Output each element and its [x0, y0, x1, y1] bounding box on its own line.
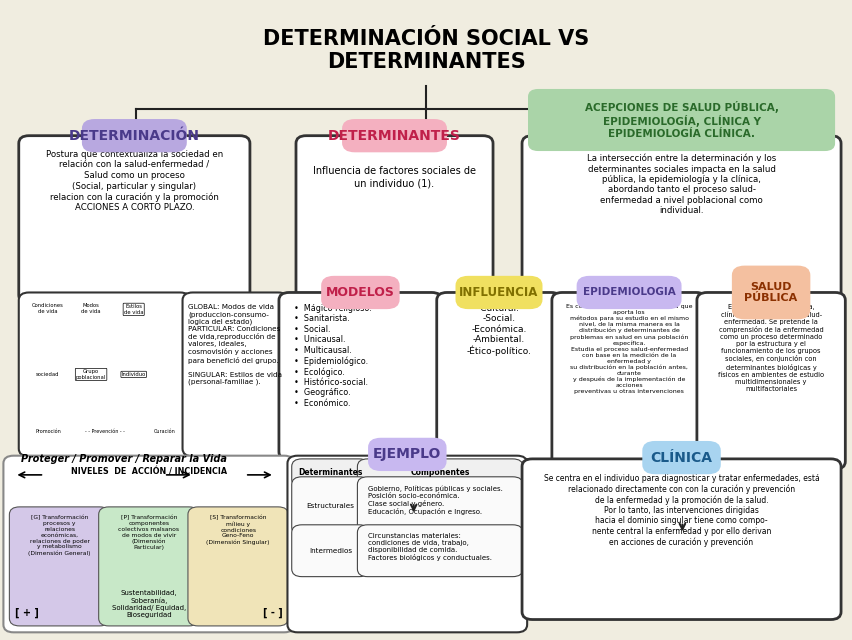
Text: DETERMINANTES: DETERMINANTES [328, 129, 460, 143]
Text: GLOBAL: Modos de vida
(produccion-consumo-
logica del estado)
PARTICULAR: Condic: GLOBAL: Modos de vida (produccion-consum… [188, 304, 282, 385]
FancyBboxPatch shape [279, 292, 441, 460]
Text: ACEPCIONES DE SALUD PÚBLICA,
EPIDEMIOLOGÍA, CLÍNICA Y
EPIDEMIOLOGÍA CLÍNICA.: ACEPCIONES DE SALUD PÚBLICA, EPIDEMIOLOG… [584, 101, 778, 139]
Text: SALUD
PÚBLICA: SALUD PÚBLICA [744, 282, 797, 303]
Text: [ - ]: [ - ] [263, 607, 283, 618]
Text: Proteger / Promover / Reparar la Vida: Proteger / Promover / Reparar la Vida [20, 454, 227, 464]
FancyBboxPatch shape [287, 456, 527, 632]
FancyBboxPatch shape [320, 276, 399, 309]
Text: Individuo: Individuo [122, 372, 146, 377]
Text: Circunstancias materiales:
condiciones de vida, trabajo,
disponibilidad de comid: Circunstancias materiales: condiciones d… [367, 533, 491, 561]
FancyBboxPatch shape [521, 136, 840, 303]
Text: DETERMINACIÓN SOCIAL VS
DETERMINANTES: DETERMINACIÓN SOCIAL VS DETERMINANTES [263, 29, 589, 72]
Text: MODELOS: MODELOS [325, 286, 394, 299]
Text: Modos
de vida: Modos de vida [81, 303, 101, 314]
Text: Intermedios: Intermedios [308, 548, 352, 554]
Text: NIVELES  DE  ACCIÓN / INCIDENCIA: NIVELES DE ACCIÓN / INCIDENCIA [71, 467, 227, 476]
FancyBboxPatch shape [187, 507, 288, 626]
Text: EJEMPLO: EJEMPLO [372, 447, 441, 461]
Text: Engloba la epidemiología,
clínica y el concepto de salud-
enfermedad. Se pretend: Engloba la epidemiología, clínica y el c… [717, 304, 823, 392]
Text: sociedad: sociedad [36, 372, 60, 377]
FancyBboxPatch shape [551, 292, 705, 469]
Text: INFLUENCIA: INFLUENCIA [458, 286, 538, 299]
FancyBboxPatch shape [9, 507, 110, 626]
Text: DETERMINACIÓN: DETERMINACIÓN [69, 129, 199, 143]
Text: Estructurales: Estructurales [306, 503, 354, 509]
FancyBboxPatch shape [182, 292, 288, 456]
FancyBboxPatch shape [368, 438, 446, 471]
FancyBboxPatch shape [357, 459, 522, 487]
FancyBboxPatch shape [291, 477, 369, 535]
FancyBboxPatch shape [521, 459, 840, 620]
Text: Postura que contextualiza la sociedad en
relación con la salud-enfermedad /
Salu: Postura que contextualiza la sociedad en… [46, 150, 222, 212]
FancyBboxPatch shape [291, 459, 369, 487]
FancyBboxPatch shape [455, 276, 542, 309]
Text: - - Prevención - -: - - Prevención - - [84, 429, 124, 434]
Text: Es considerado como una disciplina que
aporta los
métodos para su estudio en el : Es considerado como una disciplina que a… [565, 304, 692, 394]
Text: -Cultural.
-Social.
-Económica.
-Ambiental.
-Ético-político.: -Cultural. -Social. -Económica. -Ambient… [466, 304, 531, 356]
Text: Gobierno, Políticas públicas y sociales.
Posición socio-económica.
Clase social : Gobierno, Políticas públicas y sociales.… [367, 485, 502, 515]
Text: Componentes: Componentes [410, 468, 469, 477]
Text: Grupo
poblacional: Grupo poblacional [76, 369, 106, 380]
Text: [G] Transformación
procesos y
relaciones
económicas,
relaciones de poder
y metab: [G] Transformación procesos y relaciones… [28, 515, 90, 556]
FancyBboxPatch shape [3, 456, 294, 632]
FancyBboxPatch shape [527, 89, 834, 151]
Text: CLÍNICA: CLÍNICA [650, 451, 711, 465]
FancyBboxPatch shape [99, 507, 199, 626]
Text: Promoción: Promoción [35, 429, 60, 434]
Text: [P] Transformación
componentes
colectivos malsanos
de modos de vivir
(Dimensión
: [P] Transformación componentes colectivo… [118, 515, 179, 550]
FancyBboxPatch shape [291, 525, 369, 577]
Text: Condiciones
de vida: Condiciones de vida [32, 303, 64, 314]
FancyBboxPatch shape [82, 119, 187, 152]
Text: Se centra en el individuo para diagnosticar y tratar enfermedades, está
relacion: Se centra en el individuo para diagnosti… [543, 474, 819, 547]
FancyBboxPatch shape [357, 525, 522, 577]
Text: Determinantes: Determinantes [298, 468, 362, 477]
Text: Influencia de factores sociales de
un individuo (1).: Influencia de factores sociales de un in… [313, 166, 475, 188]
FancyBboxPatch shape [731, 266, 809, 319]
Text: Estilos
de vida: Estilos de vida [124, 304, 143, 315]
Text: La intersección entre la determinación y los
determinantes sociales impacta en l: La intersección entre la determinación y… [586, 154, 775, 215]
Text: Sustentabilidad,
Soberanía,
Solidaridad/ Equidad,
Bioseguridad: Sustentabilidad, Soberanía, Solidaridad/… [112, 590, 186, 618]
FancyBboxPatch shape [696, 292, 844, 469]
Text: Curación: Curación [153, 429, 176, 434]
Text: [S] Transformación
mílieu y
condiciones
Geno-Feno
(Dimensión Singular): [S] Transformación mílieu y condiciones … [206, 515, 269, 545]
FancyBboxPatch shape [19, 292, 190, 456]
FancyBboxPatch shape [296, 136, 492, 303]
FancyBboxPatch shape [642, 441, 720, 474]
FancyBboxPatch shape [19, 136, 250, 303]
FancyBboxPatch shape [436, 292, 561, 460]
Text: •  Mágico religioso.
•  Sanitarista.
•  Social.
•  Unicausal.
•  Multicausal.
• : • Mágico religioso. • Sanitarista. • Soc… [294, 304, 371, 408]
Text: [ + ]: [ + ] [14, 607, 38, 618]
Text: EPIDEMIOLOGIA: EPIDEMIOLOGIA [582, 287, 675, 298]
FancyBboxPatch shape [357, 477, 522, 535]
FancyBboxPatch shape [576, 276, 681, 309]
FancyBboxPatch shape [342, 119, 446, 152]
